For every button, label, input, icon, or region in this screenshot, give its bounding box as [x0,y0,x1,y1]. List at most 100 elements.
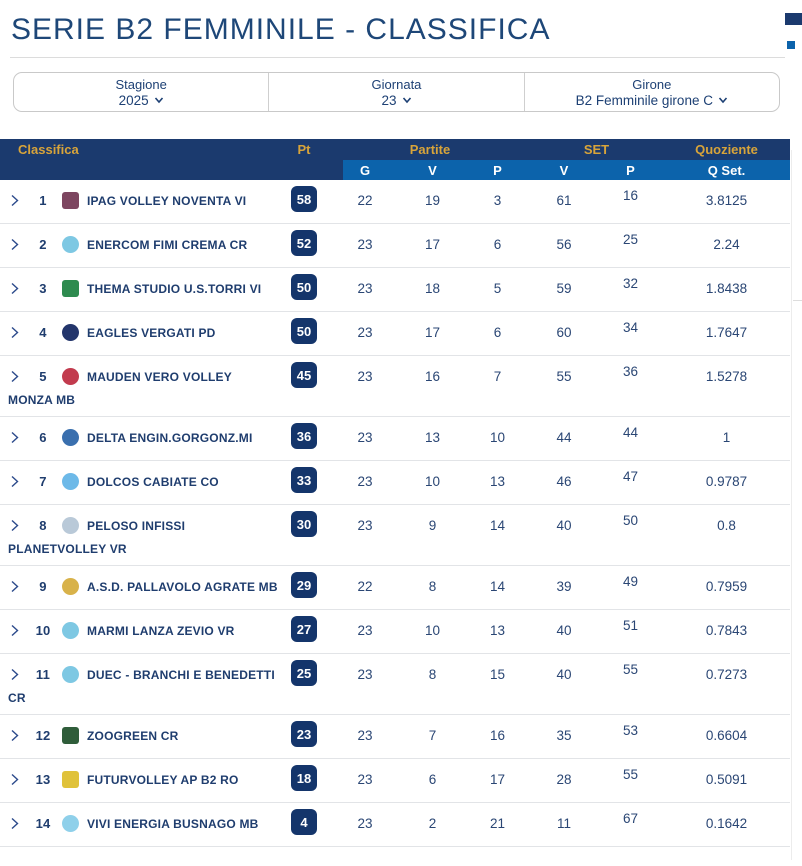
team-cell: 1 IPAG VOLLEY NOVENTA VI [0,180,278,217]
header-classifica: Classifica [18,142,79,157]
chevron-down-icon [718,97,728,104]
team-cell: 4 EAGLES VERGATI PD [0,312,278,349]
matchday-dropdown[interactable]: Giornata 23 [268,73,523,111]
team-cell: 12 ZOOGREEN CR [0,715,278,752]
table-row[interactable]: 11 DUEC - BRANCHI E BENEDETTI CR 25 23 8 … [0,654,790,715]
set-quotient: 0.9787 [705,474,748,489]
sets-lost: 55 [622,662,639,677]
expand-chevron-icon[interactable] [8,326,21,339]
page-title: SERIE B2 FEMMINILE - CLASSIFICA [11,13,551,46]
set-quotient: 0.6604 [705,728,748,743]
group-label: Girone [632,76,672,92]
team-name: PELOSO INFISSI PLANETVOLLEY VR [8,519,186,556]
rank-number: 11 [35,667,51,682]
team-name: EAGLES VERGATI PD [87,326,216,340]
points-badge: 23 [291,721,317,747]
matches-lost: 6 [493,237,502,252]
agrate-logo [62,578,79,595]
rank-number: 6 [39,430,47,445]
table-row[interactable]: 9 A.S.D. PALLAVOLO AGRATE MB 29 22 8 14 3… [0,566,790,610]
expand-chevron-icon[interactable] [8,475,21,488]
points-badge: 4 [291,809,317,835]
set-quotient: 2.24 [713,237,740,252]
group-dropdown[interactable]: Girone B2 Femminile girone C [523,73,779,111]
matches-won: 19 [424,193,441,208]
chevron-down-icon [154,97,163,104]
table-row[interactable]: 2 ENERCOM FIMI CREMA CR 52 23 17 6 56 25 … [0,224,790,268]
rank-number: 10 [35,623,51,638]
sets-lost: 50 [622,513,639,528]
expand-chevron-icon[interactable] [8,580,21,593]
rank-number: 2 [39,237,47,252]
matches-lost: 6 [493,325,502,340]
table-row[interactable]: 5 MAUDEN VERO VOLLEY MONZA MB 45 23 16 7 … [0,356,790,417]
rank-number: 4 [39,325,47,340]
sets-lost: 67 [622,811,639,826]
matches-won: 2 [428,816,437,831]
points-badge: 52 [291,230,317,256]
sets-lost: 55 [622,767,639,782]
points-badge: 27 [291,616,317,642]
table-row[interactable]: 6 DELTA ENGIN.GORGONZ.MI 36 23 13 10 44 4… [0,417,790,461]
sets-lost: 51 [622,618,639,633]
set-quotient: 0.7843 [705,623,748,638]
season-dropdown[interactable]: Stagione 2025 [14,73,268,111]
team-name: IPAG VOLLEY NOVENTA VI [87,194,247,208]
set-quotient: 1.8438 [705,281,748,296]
games-played: 22 [357,579,373,594]
matches-lost: 14 [489,518,506,533]
team-cell: 13 FUTURVOLLEY AP B2 RO [0,759,278,796]
table-row[interactable]: 4 EAGLES VERGATI PD 50 23 17 6 60 34 1.76… [0,312,790,356]
matches-won: 7 [428,728,437,743]
table-row[interactable]: 7 DOLCOS CABIATE CO 33 23 10 13 46 47 0.9… [0,461,790,505]
sets-lost: 32 [622,276,639,291]
table-row[interactable]: 1 IPAG VOLLEY NOVENTA VI 58 22 19 3 61 16… [0,180,790,224]
expand-chevron-icon[interactable] [8,282,21,295]
games-played: 23 [357,728,373,743]
expand-chevron-icon[interactable] [8,817,21,830]
sets-won: 44 [556,430,572,445]
table-row[interactable]: 8 PELOSO INFISSI PLANETVOLLEY VR 30 23 9 … [0,505,790,566]
matches-lost: 17 [489,772,506,787]
matches-won: 16 [424,369,441,384]
matches-lost: 7 [493,369,502,384]
table-row[interactable]: 14 VIVI ENERGIA BUSNAGO MB 4 23 2 21 11 6… [0,803,790,847]
table-row[interactable]: 10 MARMI LANZA ZEVIO VR 27 23 10 13 40 51… [0,610,790,654]
expand-chevron-icon[interactable] [8,729,21,742]
table-row[interactable]: 12 ZOOGREEN CR 23 23 7 16 35 53 0.6604 [0,715,790,759]
subheader-set-v: V [559,162,569,178]
team-cell: 6 DELTA ENGIN.GORGONZ.MI [0,417,278,454]
expand-chevron-icon[interactable] [8,773,21,786]
expand-chevron-icon[interactable] [8,668,21,681]
rank-number: 7 [39,474,47,489]
team-cell: 11 DUEC - BRANCHI E BENEDETTI CR [0,654,278,714]
points-badge: 50 [291,318,317,344]
table-header-row: Classifica Pt Partite SET Quoziente [0,139,790,160]
vivi-logo [62,815,79,832]
team-cell: 5 MAUDEN VERO VOLLEY MONZA MB [0,356,278,416]
expand-chevron-icon[interactable] [8,238,21,251]
games-played: 23 [357,281,373,296]
rank-number: 1 [39,193,47,208]
expand-chevron-icon[interactable] [8,194,21,207]
games-played: 23 [357,772,373,787]
rank-number: 12 [35,728,51,743]
points-badge: 33 [291,467,317,493]
games-played: 23 [357,474,373,489]
subheader-qset: Q Set. [707,162,746,178]
table-row[interactable]: 13 FUTURVOLLEY AP B2 RO 18 23 6 17 28 55 … [0,759,790,803]
rank-number: 9 [39,579,47,594]
team-cell: 7 DOLCOS CABIATE CO [0,461,278,498]
points-badge: 45 [291,362,317,388]
team-name: ENERCOM FIMI CREMA CR [87,238,248,252]
dolcos-logo [62,473,79,490]
expand-chevron-icon[interactable] [8,370,21,383]
team-name: DOLCOS CABIATE CO [87,475,219,489]
expand-chevron-icon[interactable] [8,624,21,637]
matches-lost: 13 [489,474,506,489]
expand-chevron-icon[interactable] [8,519,21,532]
table-row[interactable]: 3 THEMA STUDIO U.S.TORRI VI 50 23 18 5 59… [0,268,790,312]
matches-lost: 5 [493,281,502,296]
expand-chevron-icon[interactable] [8,431,21,444]
sets-lost: 36 [622,364,639,379]
